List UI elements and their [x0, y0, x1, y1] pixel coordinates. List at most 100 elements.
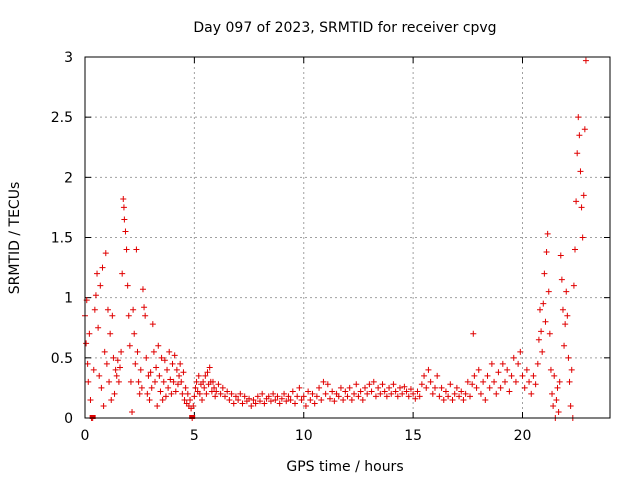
data-point: [582, 57, 589, 64]
data-point: [432, 384, 438, 391]
y-tick-label: 0.5: [51, 351, 73, 367]
data-point: [250, 396, 257, 403]
data-point: [412, 395, 419, 402]
data-point: [403, 388, 410, 395]
data-point: [298, 396, 305, 403]
data-point: [226, 396, 233, 403]
data-point: [456, 393, 463, 400]
data-point: [254, 393, 261, 400]
data-point: [259, 390, 266, 397]
data-point: [515, 360, 522, 367]
data-point: [581, 126, 588, 133]
data-point: [294, 393, 301, 400]
data-point: [212, 393, 219, 400]
data-point: [85, 378, 92, 385]
data-point: [127, 378, 134, 385]
data-point: [222, 393, 228, 400]
data-point: [488, 360, 495, 367]
data-point: [92, 292, 99, 299]
data-point: [557, 252, 564, 259]
data-point: [121, 216, 128, 223]
data-point: [491, 378, 498, 385]
data-point: [84, 360, 91, 367]
data-point: [368, 388, 375, 395]
data-point: [460, 396, 467, 403]
data-point: [322, 390, 329, 397]
data-point: [405, 393, 412, 400]
data-point: [213, 388, 220, 395]
data-point: [104, 306, 111, 313]
data-point: [324, 381, 331, 388]
data-point: [150, 348, 157, 355]
data-point: [179, 390, 186, 397]
data-point: [118, 348, 125, 355]
data-point: [200, 378, 207, 385]
data-point: [575, 114, 582, 121]
data-point: [122, 228, 129, 235]
data-point: [289, 388, 296, 395]
data-point: [110, 354, 117, 361]
data-point: [215, 381, 222, 388]
data-point: [302, 402, 309, 409]
chart-title: Day 097 of 2023, SRMTID for receiver cpv…: [193, 20, 496, 36]
data-point: [342, 388, 349, 395]
data-point: [123, 246, 130, 253]
data-point: [232, 393, 239, 400]
data-point: [107, 330, 114, 337]
data-point: [425, 366, 432, 373]
data-point: [131, 330, 138, 337]
data-point: [252, 400, 259, 407]
data-point: [230, 400, 237, 407]
data-point: [523, 366, 530, 373]
data-point: [535, 336, 542, 343]
data-point: [311, 400, 318, 407]
data-point: [407, 386, 414, 393]
data-point: [576, 132, 583, 139]
data-point: [97, 282, 104, 289]
data-point: [202, 372, 209, 379]
y-tick-label: 3: [64, 50, 73, 66]
data-point: [187, 396, 193, 403]
data-point: [129, 408, 136, 415]
y-tick-label: 1: [64, 291, 73, 307]
data-point: [526, 378, 533, 385]
data-point: [355, 393, 362, 400]
data-point: [125, 312, 132, 319]
data-point: [528, 390, 535, 397]
data-point: [566, 378, 573, 385]
data-point: [418, 381, 425, 388]
data-point: [401, 383, 408, 390]
data-point: [146, 396, 153, 403]
data-point: [475, 366, 482, 373]
data-point: [135, 378, 142, 385]
data-point: [119, 270, 126, 277]
data-point: [521, 384, 528, 391]
data-point: [510, 354, 517, 361]
data-point: [545, 288, 552, 295]
data-point: [445, 393, 452, 400]
data-point: [193, 378, 200, 385]
data-point: [519, 372, 526, 379]
data-point: [159, 396, 166, 403]
data-point: [162, 393, 169, 400]
data-point: [344, 393, 351, 400]
data-point: [173, 366, 180, 373]
data-point: [278, 395, 285, 402]
data-point: [154, 402, 161, 409]
data-point: [517, 348, 524, 355]
data-point: [133, 246, 140, 253]
data-point: [201, 384, 208, 391]
data-point: [181, 396, 188, 403]
data-point: [577, 168, 584, 175]
data-point: [95, 324, 102, 331]
data-point: [564, 312, 571, 319]
data-point: [381, 388, 388, 395]
data-point: [357, 388, 364, 395]
data-point: [300, 393, 307, 400]
data-point: [174, 381, 181, 388]
data-point: [390, 381, 397, 388]
data-point: [383, 393, 390, 400]
data-point: [534, 360, 541, 367]
data-point: [102, 250, 109, 257]
data-point: [165, 384, 172, 391]
